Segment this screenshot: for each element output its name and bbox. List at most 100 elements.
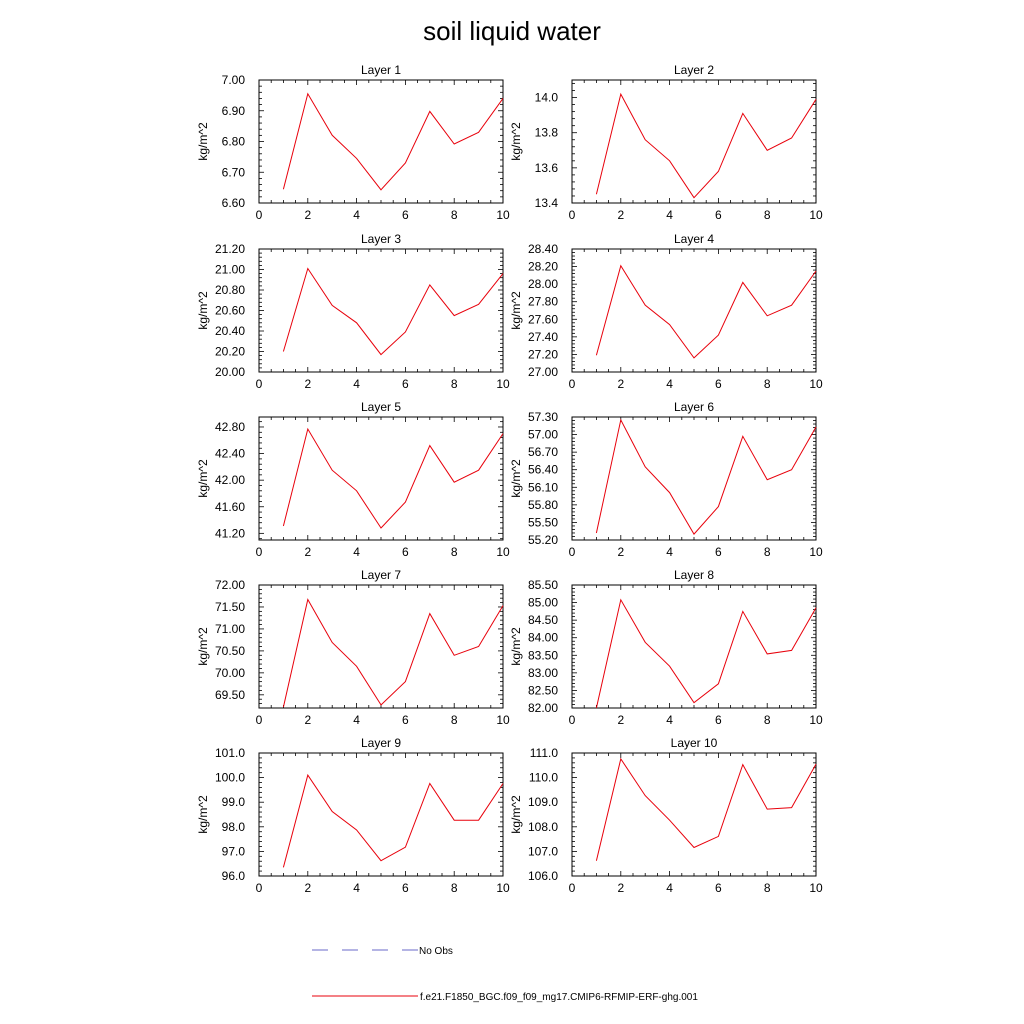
x-tick-label: 10 (809, 713, 823, 727)
y-tick-label: 109.0 (528, 795, 558, 809)
y-tick-label: 111.0 (530, 746, 559, 760)
x-tick-label: 4 (666, 545, 673, 559)
legend-model-label: f.e21.F1850_BGC.f09_f09_mg17.CMIP6-RFMIP… (420, 992, 698, 1003)
panel-title: Layer 8 (674, 568, 714, 582)
x-tick-label: 0 (569, 545, 576, 559)
panel-9: Layer 9 0 2 4 6 8 10 96.0 97.0 98.0 99.0 100.0 101.0… (196, 736, 510, 895)
x-tick-label: 2 (617, 377, 624, 391)
x-tick-label: 6 (402, 881, 409, 895)
x-tick-label: 6 (402, 377, 409, 391)
panel-5: Layer 5 0 2 4 6 8 10 41.20 41.60 42.00 42.40 42.80 k… (196, 400, 510, 559)
x-tick-label: 10 (496, 208, 510, 222)
legend-obs-label: No Obs (419, 946, 453, 957)
y-tick-label: 7.00 (222, 73, 246, 87)
plot-frame (258, 752, 504, 877)
x-tick-label: 0 (569, 881, 576, 895)
series-line (595, 264, 817, 359)
x-tick-label: 6 (715, 545, 722, 559)
x-tick-label: 2 (304, 881, 311, 895)
y-tick-label: 13.6 (535, 161, 559, 175)
y-axis-label: kg/m^2 (196, 627, 210, 666)
panels: Layer 10 2 4 6 8 106.606.706.806.907.00kg/m^2… (196, 63, 823, 895)
y-tick-label: 97.0 (222, 844, 246, 858)
x-tick-label: 4 (666, 377, 673, 391)
y-tick-label: 70.50 (215, 644, 245, 658)
y-tick-label: 20.00 (215, 365, 245, 379)
x-tick-label: 0 (256, 545, 263, 559)
x-tick-label: 0 (569, 208, 576, 222)
y-tick-label: 6.60 (222, 196, 246, 210)
y-tick-label: 55.20 (528, 533, 558, 547)
series-line (595, 92, 817, 199)
y-tick-label: 71.00 (215, 622, 245, 636)
series-line (282, 427, 504, 529)
x-tick-label: 2 (617, 881, 624, 895)
y-tick-label: 100.0 (215, 771, 245, 785)
x-tick-label: 8 (764, 545, 771, 559)
y-tick-label: 27.40 (528, 330, 558, 344)
x-tick-label: 2 (617, 713, 624, 727)
y-tick-label: 27.80 (528, 295, 558, 309)
y-tick-label: 55.50 (528, 515, 558, 529)
y-tick-label: 83.50 (528, 648, 558, 662)
x-tick-label: 10 (496, 377, 510, 391)
y-tick-label: 41.60 (215, 500, 245, 514)
y-tick-label: 110.0 (529, 771, 558, 785)
y-tick-label: 106.0 (528, 869, 558, 883)
y-tick-label: 82.50 (528, 683, 558, 697)
panel-4: Layer 4 0 2 4 6 8 10 27.00 27.20 27.40 27.60 27.80 2… (509, 232, 823, 391)
plot-frame (571, 584, 817, 709)
panel-title: Layer 7 (361, 568, 401, 582)
series-line (282, 598, 504, 708)
x-tick-label: 10 (496, 545, 510, 559)
series-line (595, 757, 817, 861)
plot-frame (571, 79, 817, 204)
x-tick-label: 8 (451, 377, 458, 391)
panel-2: Layer 2 0 2 4 6 8 10 13.4 13.6 13.8 14.0 kg/m^2 (509, 63, 823, 222)
panel-6: Layer 6 0 2 4 6 8 10 55.20 55.50 55.80 56.10 56.40 5… (509, 400, 823, 559)
series-line (595, 418, 817, 535)
y-tick-label: 82.00 (528, 701, 558, 715)
y-tick-label: 83.00 (528, 666, 558, 680)
y-tick-label: 27.20 (528, 347, 558, 361)
y-axis-label: kg/m^2 (196, 291, 210, 330)
series-line (282, 92, 504, 191)
x-tick-label: 0 (569, 713, 576, 727)
panel-title: Layer 1 (361, 63, 401, 77)
x-tick-label: 0 (256, 208, 263, 222)
x-tick-label: 4 (666, 713, 673, 727)
panel-10: Layer 10 0 2 4 6 8 10 106.0 107.0 108.0 109.0 110.0… (509, 736, 823, 895)
panel-title: Layer 4 (674, 232, 714, 246)
y-tick-label: 42.00 (215, 473, 245, 487)
y-tick-label: 21.20 (215, 242, 245, 256)
x-tick-label: 4 (353, 881, 360, 895)
y-tick-label: 6.90 (222, 104, 246, 118)
x-tick-label: 10 (496, 881, 510, 895)
y-tick-label: 20.80 (215, 283, 245, 297)
plot-frame (258, 584, 504, 709)
y-axis-label: kg/m^2 (509, 459, 523, 498)
x-tick-label: 8 (764, 377, 771, 391)
x-tick-label: 4 (353, 377, 360, 391)
x-tick-label: 6 (402, 713, 409, 727)
y-tick-label: 85.00 (528, 596, 558, 610)
y-tick-label: 21.00 (215, 263, 245, 277)
x-tick-label: 4 (353, 545, 360, 559)
x-tick-label: 6 (402, 208, 409, 222)
y-tick-label: 99.0 (222, 795, 246, 809)
figure-title: soil liquid water (423, 16, 601, 46)
x-tick-label: 10 (809, 208, 823, 222)
x-tick-label: 4 (353, 713, 360, 727)
y-tick-label: 6.70 (222, 165, 246, 179)
x-tick-label: 8 (451, 881, 458, 895)
y-tick-label: 56.10 (528, 480, 558, 494)
y-tick-label: 20.60 (215, 304, 245, 318)
y-tick-label: 98.0 (222, 820, 246, 834)
y-axis-label: kg/m^2 (509, 627, 523, 666)
y-tick-label: 101.0 (215, 746, 245, 760)
y-tick-label: 28.40 (528, 242, 558, 256)
y-tick-label: 72.00 (215, 578, 245, 592)
panel-title: Layer 10 (671, 736, 718, 750)
x-tick-label: 6 (715, 208, 722, 222)
